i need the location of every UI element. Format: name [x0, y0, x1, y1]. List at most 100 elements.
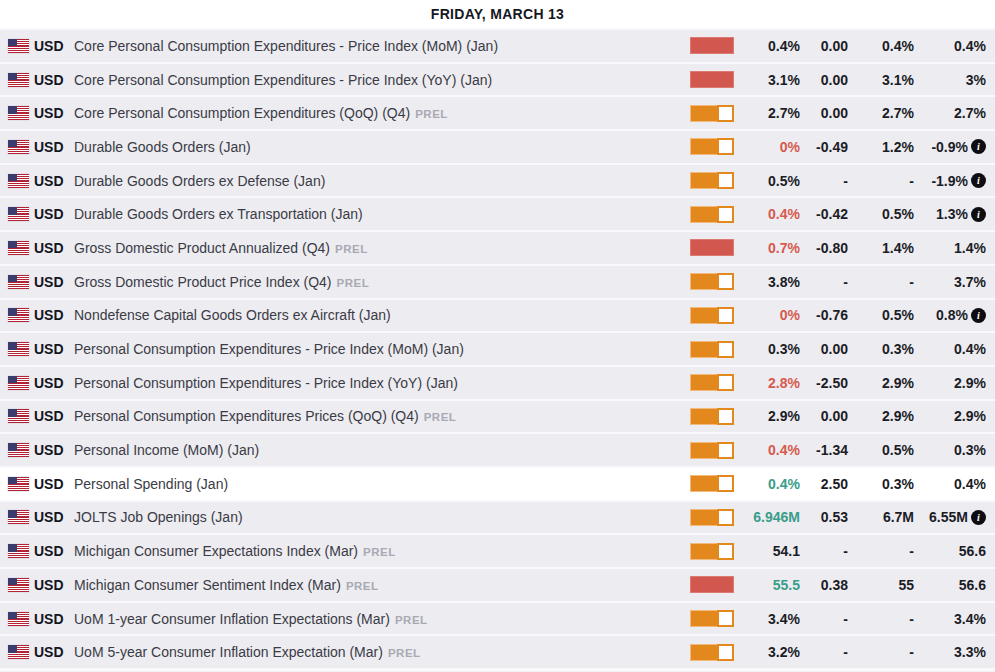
volatility-indicator: [690, 138, 734, 155]
currency-label: USD: [34, 476, 66, 492]
event-row[interactable]: USD Nondefense Capital Goods Orders ex A…: [0, 300, 995, 334]
currency-label: USD: [34, 307, 66, 323]
info-icon[interactable]: i: [971, 139, 986, 154]
us-flag-icon: [8, 443, 29, 457]
info-icon[interactable]: i: [971, 308, 986, 323]
volatility-indicator: [690, 408, 734, 425]
event-name: Personal Consumption Expenditures - Pric…: [74, 375, 690, 391]
previous-cell: -1.9% i: [914, 173, 986, 189]
consensus-value: 3.1%: [848, 72, 914, 88]
event-row[interactable]: USD UoM 1-year Consumer Inflation Expect…: [0, 603, 995, 637]
consensus-value: 0.5%: [848, 442, 914, 458]
event-row[interactable]: USD Core Personal Consumption Expenditur…: [0, 30, 995, 64]
event-row[interactable]: USD Personal Consumption Expenditures - …: [0, 367, 995, 401]
previous-cell: 3.4% i: [914, 611, 986, 627]
event-row[interactable]: USD JOLTS Job Openings (Jan) 6.946M 0.53…: [0, 502, 995, 536]
volatility-indicator: [690, 307, 734, 324]
flag-canton: [8, 174, 17, 182]
event-name-text: Gross Domestic Product Annualized (Q4): [74, 240, 330, 256]
us-flag-icon: [8, 308, 29, 322]
volatility-unfilled-segment: [717, 610, 734, 627]
actual-value: 3.4%: [742, 611, 800, 627]
us-flag-icon: [8, 612, 29, 626]
event-name-text: JOLTS Job Openings (Jan): [74, 509, 243, 525]
previous-cell: 1.3% i: [914, 206, 986, 222]
info-icon[interactable]: i: [971, 173, 986, 188]
event-row[interactable]: USD Personal Income (MoM) (Jan) 0.4% -1.…: [0, 434, 995, 468]
deviation-value: -: [800, 274, 848, 290]
volatility-indicator: [690, 576, 734, 593]
volatility-indicator: [690, 341, 734, 358]
consensus-value: -: [848, 543, 914, 559]
volatility-unfilled-segment: [717, 509, 734, 526]
us-flag-icon: [8, 477, 29, 491]
event-row[interactable]: USD Durable Goods Orders (Jan) 0% -0.49 …: [0, 131, 995, 165]
previous-value: 3.4%: [954, 611, 986, 627]
previous-value: 0.4%: [954, 341, 986, 357]
consensus-value: -: [848, 611, 914, 627]
previous-cell: 0.8% i: [914, 307, 986, 323]
deviation-value: 0.00: [800, 72, 848, 88]
consensus-value: 0.4%: [848, 38, 914, 54]
consensus-value: 0.3%: [848, 476, 914, 492]
event-row[interactable]: USD Michigan Consumer Sentiment Index (M…: [0, 569, 995, 603]
currency-label: USD: [34, 139, 66, 155]
event-row[interactable]: USD UoM 5-year Consumer Inflation Expect…: [0, 636, 995, 670]
previous-value: 2.9%: [954, 375, 986, 391]
volatility-unfilled-segment: [717, 475, 734, 492]
flag-canton: [8, 39, 17, 47]
event-row[interactable]: USD Gross Domestic Product Annualized (Q…: [0, 232, 995, 266]
currency-label: USD: [34, 577, 66, 593]
us-flag-icon: [8, 174, 29, 188]
event-row[interactable]: USD Core Personal Consumption Expenditur…: [0, 64, 995, 98]
flag-canton: [8, 342, 17, 350]
event-name-text: UoM 5-year Consumer Inflation Expectatio…: [74, 644, 383, 660]
previous-cell: 2.9% i: [914, 375, 986, 391]
volatility-unfilled-segment: [717, 374, 734, 391]
info-icon[interactable]: i: [971, 510, 986, 525]
event-row[interactable]: USD Michigan Consumer Expectations Index…: [0, 535, 995, 569]
previous-value: 2.9%: [954, 408, 986, 424]
currency-label: USD: [34, 206, 66, 222]
previous-value: 6.55M: [929, 509, 968, 525]
volatility-unfilled-segment: [717, 543, 734, 560]
us-flag-icon: [8, 510, 29, 524]
volatility-unfilled-segment: [717, 307, 734, 324]
event-name: Personal Consumption Expenditures - Pric…: [74, 341, 690, 357]
us-flag-icon: [8, 275, 29, 289]
deviation-value: -: [800, 644, 848, 660]
event-row[interactable]: USD Personal Consumption Expenditures Pr…: [0, 401, 995, 435]
event-row[interactable]: USD Personal Consumption Expenditures - …: [0, 333, 995, 367]
event-row[interactable]: USD Durable Goods Orders ex Transportati…: [0, 198, 995, 232]
deviation-value: 0.38: [800, 577, 848, 593]
event-row[interactable]: USD Personal Spending (Jan) 0.4% 2.50 0.…: [0, 468, 995, 502]
prel-badge: PREL: [424, 411, 457, 423]
event-row[interactable]: USD Durable Goods Orders ex Defense (Jan…: [0, 165, 995, 199]
currency-label: USD: [34, 644, 66, 660]
volatility-indicator: [690, 71, 734, 88]
previous-value: 56.6: [959, 543, 986, 559]
deviation-value: 0.00: [800, 105, 848, 121]
flag-canton: [8, 207, 17, 215]
event-name: Gross Domestic Product Annualized (Q4)PR…: [74, 240, 690, 256]
deviation-value: 0.53: [800, 509, 848, 525]
event-row[interactable]: USD Core Personal Consumption Expenditur…: [0, 97, 995, 131]
previous-cell: 2.7% i: [914, 105, 986, 121]
volatility-indicator: [690, 374, 734, 391]
volatility-indicator: [690, 509, 734, 526]
event-name: UoM 1-year Consumer Inflation Expectatio…: [74, 611, 690, 627]
previous-value: 1.4%: [954, 240, 986, 256]
info-icon[interactable]: i: [971, 207, 986, 222]
event-row[interactable]: USD Gross Domestic Product Price Index (…: [0, 266, 995, 300]
previous-value: 3.7%: [954, 274, 986, 290]
event-name-text: Personal Income (MoM) (Jan): [74, 442, 259, 458]
day-title: FRIDAY, MARCH 13: [431, 6, 564, 22]
prel-badge: PREL: [363, 546, 396, 558]
event-name: JOLTS Job Openings (Jan): [74, 509, 690, 525]
previous-value: 0.3%: [954, 442, 986, 458]
event-rows-list: USD Core Personal Consumption Expenditur…: [0, 30, 995, 670]
currency-label: USD: [34, 543, 66, 559]
flag-canton: [8, 477, 17, 485]
event-name-text: Nondefense Capital Goods Orders ex Aircr…: [74, 307, 391, 323]
flag-canton: [8, 308, 17, 316]
